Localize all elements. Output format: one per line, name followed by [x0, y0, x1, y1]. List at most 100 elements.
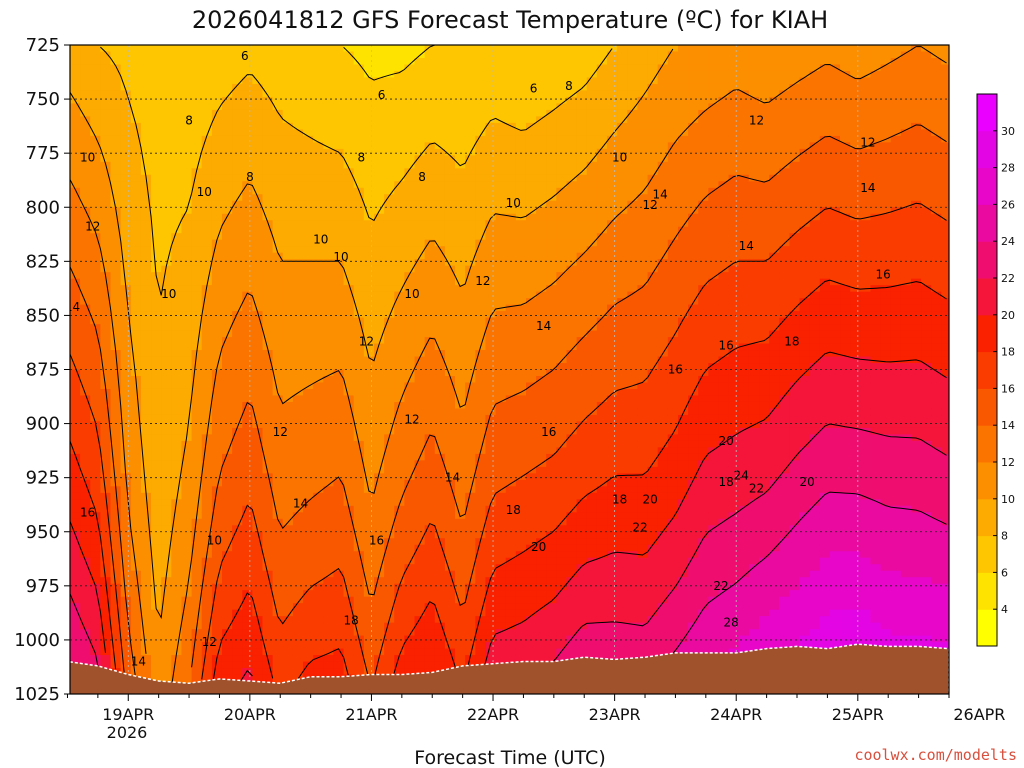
temperature-cell — [525, 298, 537, 306]
temperature-cell — [444, 330, 456, 338]
temperature-cell — [323, 135, 335, 143]
temperature-cell — [475, 168, 487, 176]
temperature-cell — [171, 135, 183, 143]
temperature-cell — [363, 291, 375, 299]
temperature-cell — [404, 505, 416, 513]
temperature-cell — [303, 427, 314, 435]
temperature-cell — [201, 298, 213, 306]
temperature-cell — [515, 291, 527, 299]
temperature-cell — [414, 648, 426, 656]
temperature-cell — [211, 434, 223, 442]
temperature-cell — [384, 45, 395, 53]
temperature-cell — [100, 181, 112, 189]
temperature-cell — [414, 187, 426, 195]
temperature-cell — [272, 194, 284, 202]
temperature-cell — [140, 408, 152, 416]
temperature-cell — [546, 505, 557, 513]
temperature-cell — [90, 375, 101, 384]
temperature-cell — [272, 278, 284, 286]
temperature-cell — [455, 622, 466, 630]
temperature-cell — [434, 350, 446, 358]
temperature-cell — [80, 518, 91, 526]
temperature-cell — [313, 233, 324, 241]
temperature-cell — [485, 629, 497, 637]
temperature-cell — [373, 324, 385, 332]
temperature-cell — [171, 200, 183, 208]
temperature-cell — [424, 616, 436, 624]
temperature-cell — [363, 70, 375, 79]
temperature-cell — [80, 629, 91, 637]
temperature-cell — [252, 142, 264, 150]
temperature-cell — [201, 447, 213, 455]
temperature-cell — [181, 363, 193, 371]
temperature-cell — [303, 291, 314, 299]
temperature-cell — [556, 421, 568, 429]
temperature-cell — [363, 635, 375, 643]
temperature-cell — [181, 525, 193, 533]
temperature-cell — [394, 142, 405, 150]
temperature-cell — [80, 181, 91, 189]
temperature-cell — [475, 622, 487, 630]
temperature-cell — [211, 330, 223, 338]
temperature-cell — [140, 64, 152, 72]
temperature-cell — [140, 324, 152, 332]
temperature-cell — [252, 135, 264, 143]
temperature-cell — [323, 512, 335, 520]
temperature-cell — [414, 278, 426, 286]
temperature-cell — [262, 466, 274, 474]
temperature-cell — [414, 90, 426, 98]
temperature-cell — [394, 473, 405, 481]
temperature-cell — [353, 220, 365, 228]
temperature-cell — [434, 298, 446, 306]
temperature-cell — [242, 291, 253, 299]
temperature-cell — [80, 609, 91, 617]
temperature-cell — [353, 343, 365, 351]
temperature-cell — [444, 343, 456, 351]
temperature-cell — [191, 90, 203, 98]
temperature-cell — [201, 220, 213, 228]
temperature-cell — [566, 142, 578, 150]
temperature-cell — [181, 427, 193, 435]
temperature-cell — [70, 155, 81, 163]
temperature-cell — [252, 564, 264, 572]
temperature-cell — [211, 109, 223, 117]
temperature-cell — [272, 479, 284, 487]
temperature-cell — [485, 129, 497, 137]
temperature-cell — [343, 382, 355, 390]
temperature-cell — [525, 525, 537, 533]
temperature-cell — [505, 447, 517, 455]
temperature-cell — [130, 609, 142, 617]
temperature-cell — [242, 90, 253, 98]
temperature-cell — [485, 466, 497, 474]
temperature-cell — [90, 343, 101, 351]
temperature-cell — [353, 616, 365, 624]
temperature-cell — [211, 518, 223, 526]
temperature-cell — [272, 265, 284, 273]
temperature-cell — [130, 642, 142, 650]
temperature-cell — [252, 609, 264, 617]
temperature-cell — [404, 90, 416, 98]
temperature-cell — [556, 96, 568, 105]
temperature-cell — [424, 233, 436, 241]
temperature-cell — [495, 64, 507, 72]
temperature-cell — [556, 304, 568, 312]
temperature-cell — [201, 479, 213, 487]
temperature-cell — [394, 440, 405, 448]
temperature-cell — [262, 531, 274, 539]
temperature-cell — [151, 674, 162, 682]
temperature-cell — [313, 512, 324, 520]
temperature-cell — [546, 161, 557, 169]
temperature-cell — [363, 395, 375, 403]
temperature-cell — [252, 583, 264, 591]
temperature-cell — [444, 453, 456, 461]
temperature-cell — [515, 408, 527, 416]
temperature-cell — [161, 148, 172, 156]
temperature-cell — [353, 77, 365, 85]
temperature-cell — [140, 343, 152, 351]
temperature-cell — [495, 350, 507, 358]
temperature-cell — [282, 434, 294, 442]
temperature-cell — [272, 187, 284, 195]
temperature-cell — [282, 265, 294, 273]
temperature-cell — [221, 259, 233, 267]
temperature-cell — [444, 655, 456, 663]
